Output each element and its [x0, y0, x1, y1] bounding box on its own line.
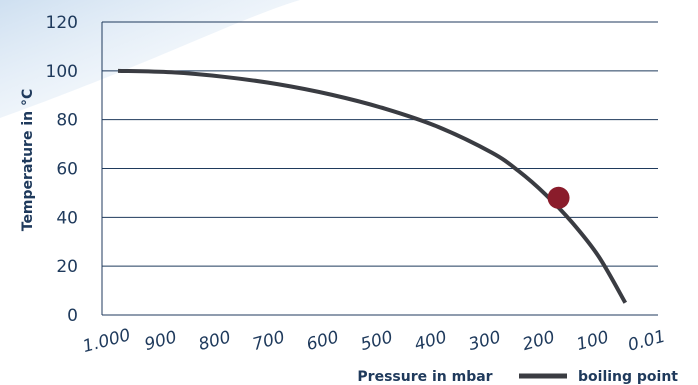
x-tick-label-2: 800 [196, 327, 233, 355]
y-tick-label-0: 0 [67, 306, 78, 326]
x-tick-label-4: 600 [304, 327, 341, 355]
x-tick-labels: 1.000 900 800 700 600 500 400 300 200 100 0.01 [81, 325, 668, 357]
x-tick-label-6: 400 [412, 327, 449, 355]
series-layer [118, 71, 625, 303]
y-tick-label-80: 80 [56, 111, 78, 131]
x-tick-label-1: 900 [142, 327, 179, 355]
x-tick-label-5: 500 [358, 327, 395, 355]
y-tick-label-100: 100 [46, 62, 78, 82]
y-axis-title: Temperature in °C [20, 89, 36, 232]
x-tick-label-0: 1.000 [81, 325, 133, 357]
x-tick-label-7: 300 [466, 327, 503, 355]
series-line-0 [118, 71, 625, 303]
y-tick-label-60: 60 [56, 160, 78, 180]
x-axis-title: Pressure in mbar [357, 369, 492, 385]
y-tick-label-40: 40 [56, 208, 78, 228]
legend-label: boiling point [578, 369, 678, 385]
highlight-point [548, 187, 570, 209]
x-tick-label-9: 100 [574, 327, 611, 355]
x-tick-label-3: 700 [250, 327, 287, 355]
legend: boiling point [519, 369, 678, 385]
y-tick-label-120: 120 [46, 13, 78, 33]
grid-layer [102, 22, 658, 315]
y-tick-label-20: 20 [56, 257, 78, 277]
x-tick-label-10: 0.01 [626, 327, 668, 356]
x-tick-label-8: 200 [520, 327, 557, 355]
